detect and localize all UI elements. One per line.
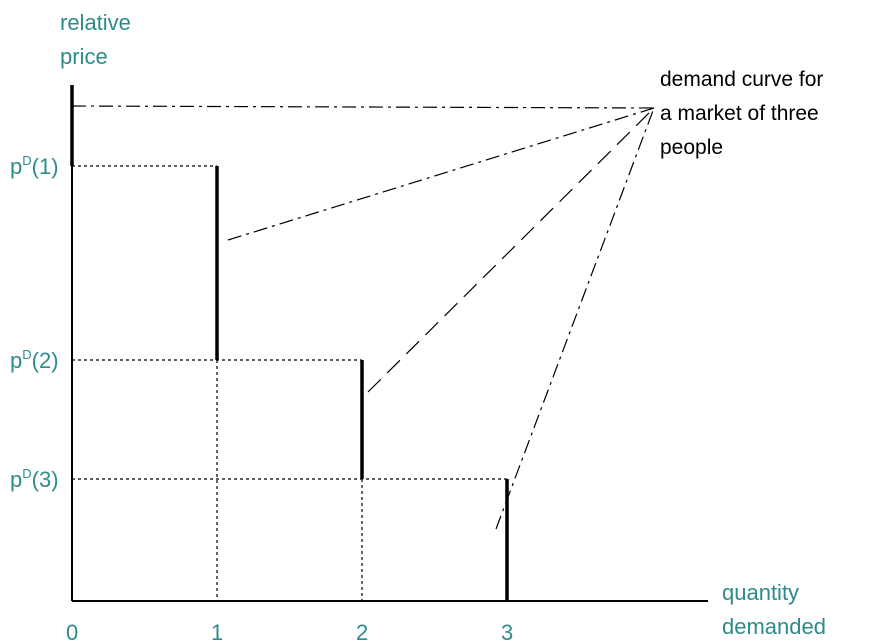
y-axis-label-line2: price: [60, 44, 108, 69]
x-tick-0: 0: [66, 620, 78, 643]
x-axis-label-line2: demanded: [722, 614, 826, 639]
pointer-line-2: [227, 107, 655, 241]
pointer-line-1: [71, 105, 655, 109]
annotation-line-3: people: [660, 136, 723, 159]
x-tick-3: 3: [501, 620, 513, 643]
pointer-line-4: [495, 107, 655, 530]
pointer-line-3: [367, 107, 655, 393]
x-tick-1: 1: [211, 620, 223, 643]
dotted-guides: [72, 165, 507, 601]
y-tick-labels: pD(1) pD(2) pD(3): [10, 153, 59, 492]
y-tick-price-3: pD(3): [10, 466, 59, 492]
annotation-line-1: demand curve for: [660, 68, 823, 91]
demand-curve-annotation: demand curve for a market of three people: [660, 68, 823, 159]
y-tick-price-2: pD(2): [10, 347, 59, 373]
y-tick-price-1: pD(1): [10, 153, 59, 179]
annotation-line-2: a market of three: [660, 102, 819, 125]
x-tick-labels: 0 1 2 3: [66, 620, 513, 643]
x-tick-2: 2: [356, 620, 368, 643]
step-curve: [70, 85, 509, 601]
x-axis-label-line1: quantity: [722, 580, 799, 605]
annotation-pointers: [71, 105, 655, 530]
y-axis-label-line1: relative: [60, 10, 131, 35]
